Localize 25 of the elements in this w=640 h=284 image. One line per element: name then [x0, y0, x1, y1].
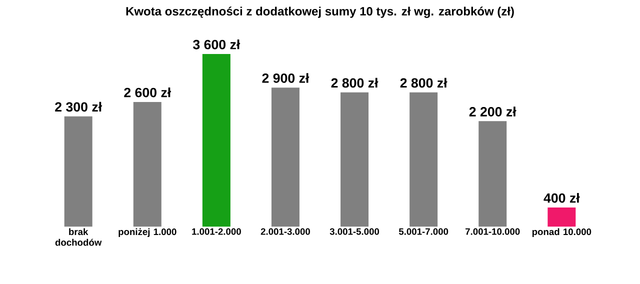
x-tick-label: ponad 10.000 [532, 228, 592, 237]
data-label: 2 200 zł [469, 106, 516, 116]
bar [202, 54, 230, 227]
data-label: 2 600 zł [124, 87, 171, 98]
bar [548, 207, 576, 227]
x-tick-label: 2.001-3.000 [260, 228, 310, 235]
data-label: 2 300 zł [55, 102, 102, 112]
bar [478, 121, 507, 227]
bar [64, 116, 92, 227]
data-label: 400 zł [544, 192, 580, 203]
data-label: 2 800 zł [400, 78, 448, 88]
x-tick-label: 1.001-2.000 [192, 228, 241, 235]
chart-title: Kwota oszczędności z dodatkowej sumy 10 tys. zł wg. zarobków (zł) [126, 6, 514, 18]
data-label: 2 900 zł [262, 73, 310, 83]
x-tick-label: 5.001-7.000 [398, 228, 448, 235]
bar [271, 88, 300, 227]
x-tick-label: brak dochodów [55, 228, 102, 246]
data-label: 2 800 zł [331, 78, 378, 88]
bar [133, 102, 162, 227]
x-tick-label: poniżej 1.000 [118, 228, 176, 237]
x-tick-label: 7.001-10.000 [466, 228, 520, 235]
x-tick-label: 3.001-5.000 [330, 228, 380, 235]
bar [340, 92, 369, 227]
bar [410, 92, 438, 227]
data-label: 3 600 zł [193, 40, 240, 50]
